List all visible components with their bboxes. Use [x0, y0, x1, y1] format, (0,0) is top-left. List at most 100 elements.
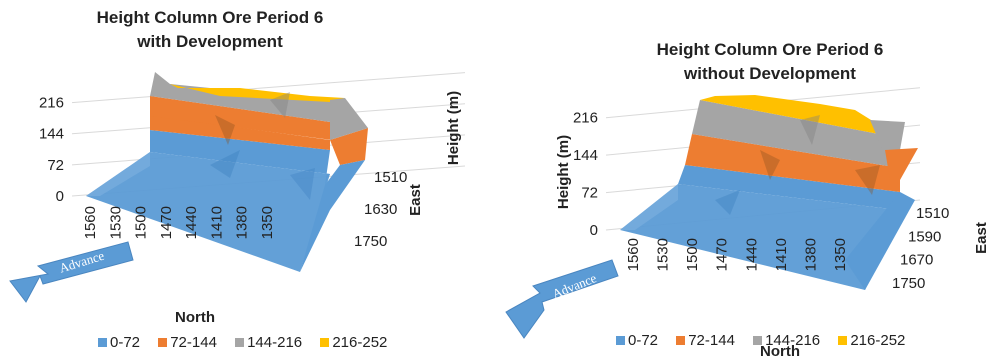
surface-band-orange: [150, 115, 330, 150]
legend-label: 144-216: [247, 334, 303, 351]
legend-label: 144-216: [765, 332, 821, 349]
surface-plot: 0 72 144 216 1560 1530 1500 1470 1440 1410 1380 135…: [9, 72, 466, 326]
north-tick-label: 1470: [158, 206, 175, 239]
surface-facet: [86, 152, 150, 196]
surface-facet: [210, 150, 240, 178]
z-tick-label: 144: [39, 126, 64, 143]
north-tick-label: 1560: [625, 238, 642, 271]
advance-arrow: [9, 241, 134, 303]
legend-swatch: [838, 335, 848, 345]
legend-item-72-144: 72-144: [676, 332, 735, 349]
z-tick-label: 72: [47, 157, 64, 174]
north-tick-label: 1410: [773, 238, 790, 271]
surface-band-orange2: [150, 96, 332, 140]
z-tick-label: 144: [573, 147, 598, 164]
legend-item-0-72: 0-72: [98, 334, 140, 351]
gridline: [71, 72, 466, 104]
north-tick-label: 1440: [743, 238, 760, 271]
north-tick-label: 1350: [832, 238, 849, 271]
legend-item-72-144: 72-144: [158, 334, 217, 351]
x-axis-title: North: [760, 343, 800, 360]
legend-item-216-252: 216-252: [320, 334, 387, 351]
legend-swatch: [235, 337, 245, 347]
x-axis-title: North: [175, 309, 215, 326]
east-tick-label: 1630: [364, 201, 397, 218]
chart-title: Height Column Ore Period 6 without Devel…: [610, 38, 930, 86]
legend-label: 0-72: [628, 332, 659, 349]
legend-label: 72-144: [688, 332, 735, 349]
east-tick-label: 1750: [892, 275, 925, 292]
z-axis-title: Height (m): [555, 135, 572, 209]
chart-title-line1: Height Column Ore Period 6: [656, 40, 884, 59]
north-tick-label: 1440: [183, 206, 200, 239]
z-tick-label: 216: [39, 95, 64, 112]
east-tick-label: 1670: [900, 252, 933, 269]
legend-item-144-216: 144-216: [235, 334, 302, 351]
legend-swatch: [616, 335, 625, 345]
legend-item-216-252: 216-252: [838, 332, 905, 349]
surface-plot: 0 72 144 216 1560 1530 1500 1470 1440 1410 1380 135…: [505, 87, 990, 360]
north-tick-label: 1380: [802, 238, 819, 271]
chart-panel-without-development: Height Column Ore Period 6 without Devel…: [500, 0, 998, 360]
north-tick-label: 1470: [714, 238, 731, 271]
surface-band-blue: [678, 165, 900, 210]
north-tick-label: 1410: [208, 206, 225, 239]
surface-facet: [290, 168, 315, 200]
surface-band-yellow: [700, 95, 900, 138]
chart-title-line1: Height Column Ore Period 6: [96, 8, 324, 27]
surface-facet: [620, 184, 678, 230]
surface-facet: [855, 165, 880, 195]
surface-band-side-blue: [300, 160, 365, 272]
surface-floor: [86, 152, 330, 272]
legend-swatch: [320, 337, 330, 347]
z-axis-title: Height (m): [445, 91, 462, 165]
chart-panel-with-development: Height Column Ore Period 6 with Developm…: [0, 0, 498, 360]
surface-floor: [620, 184, 900, 290]
legend: 0-72 72-144 144-216 216-252: [98, 334, 401, 351]
legend-label: 216-252: [332, 334, 388, 351]
y-axis-title: East: [973, 222, 990, 254]
legend-swatch: [158, 337, 168, 347]
north-tick-label: 1530: [655, 238, 672, 271]
legend-swatch: [98, 337, 107, 347]
legend-item-144-216: 144-216: [753, 332, 820, 349]
surface-facet: [800, 115, 820, 145]
north-tick-label: 1560: [82, 206, 99, 239]
surface-band-gray: [692, 100, 900, 168]
surface-band-yellow: [170, 84, 345, 102]
surface-band-orange: [685, 134, 900, 192]
legend-swatch: [676, 335, 686, 345]
legend-swatch: [753, 335, 763, 345]
surface-band-side-orange: [330, 128, 368, 165]
north-tick-label: 1500: [684, 238, 701, 271]
surface-band-side-gray: [870, 120, 905, 155]
surface-facet: [270, 92, 290, 118]
advance-arrow: [505, 259, 619, 339]
chart-title-line2: without Development: [684, 64, 856, 83]
east-tick-label: 1750: [354, 233, 387, 250]
chart-title-line2: with Development: [137, 32, 283, 51]
surface-band-side-orange: [885, 148, 918, 180]
surface-facet: [715, 190, 740, 215]
surface-band-side-blue: [845, 192, 915, 290]
surface-facet: [760, 150, 780, 180]
north-tick-label: 1350: [259, 206, 276, 239]
east-tick-label: 1590: [908, 228, 941, 245]
legend-label: 0-72: [110, 334, 141, 351]
legend-label: 72-144: [170, 334, 217, 351]
north-tick-label: 1500: [133, 206, 150, 239]
z-tick-label: 72: [581, 185, 598, 202]
z-tick-label: 0: [590, 222, 598, 239]
legend: 0-72 72-144 144-216 216-252: [616, 332, 919, 349]
surface-band-blue: [150, 130, 330, 185]
surface-facet: [215, 115, 235, 145]
surface-band-side-gray: [330, 98, 368, 140]
north-tick-label: 1530: [107, 206, 124, 239]
chart-title: Height Column Ore Period 6 with Developm…: [50, 6, 370, 54]
legend-item-0-72: 0-72: [616, 332, 658, 349]
y-axis-title: East: [407, 184, 424, 216]
east-tick-label: 1510: [374, 169, 407, 186]
legend-label: 216-252: [850, 332, 906, 349]
east-tick-label: 1510: [916, 205, 949, 222]
z-tick-label: 0: [56, 188, 64, 205]
